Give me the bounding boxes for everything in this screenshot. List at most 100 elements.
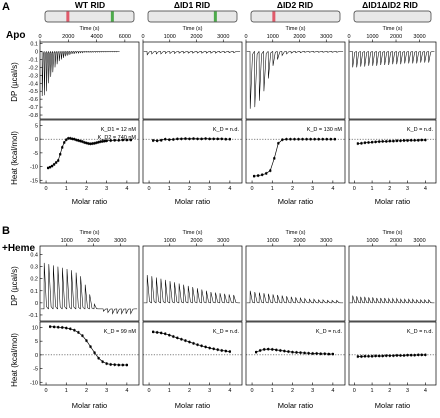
- time-tick-label: 3000: [114, 238, 126, 244]
- time-tick-label: 2000: [62, 34, 74, 40]
- heat-data-point: [188, 340, 191, 344]
- time-tick-label: 3000: [217, 34, 229, 40]
- kd-annotation: K_D = 99 nM: [104, 329, 137, 335]
- dp-plot-frame: [142, 245, 243, 322]
- heat-tick-label: 5: [35, 339, 38, 345]
- molar-tick-label: 3: [311, 186, 314, 192]
- heat-data-point: [95, 141, 98, 144]
- molar-tick-label: 1: [271, 388, 274, 394]
- heat-data-point: [424, 353, 427, 356]
- heat-data-point: [184, 339, 187, 342]
- heat-data-point: [410, 139, 413, 142]
- heat-data-point: [200, 344, 203, 347]
- time-tick-label: 1000: [61, 238, 73, 244]
- heat-data-point: [311, 352, 314, 355]
- heat-data-point: [83, 141, 86, 144]
- time-tick-label: 1000: [366, 34, 378, 40]
- dp-tick-label: -0.7: [29, 105, 38, 111]
- kd-annotation: K_D = n.d.: [316, 329, 343, 335]
- heat-data-point: [152, 139, 155, 142]
- heat-data-point: [73, 329, 76, 332]
- heat-data-point: [228, 350, 231, 353]
- kd-annotation: K_D = 130 nM: [307, 127, 343, 133]
- heat-data-point: [331, 352, 334, 356]
- heat-data-point: [307, 352, 310, 355]
- time-axis-title: Time (s): [183, 26, 203, 32]
- time-axis-title: Time (s): [183, 230, 203, 236]
- heat-data-point: [420, 138, 423, 142]
- heat-data-point: [327, 352, 330, 356]
- dp-tick-label: 0.3: [30, 265, 38, 271]
- heat-tick-label: -15: [30, 178, 38, 184]
- dp-trace: [349, 295, 435, 304]
- heat-data-point: [315, 352, 318, 355]
- heat-data-point: [73, 138, 76, 141]
- heat-data-point: [287, 350, 290, 353]
- heat-data-point: [333, 138, 336, 141]
- heat-data-point: [105, 362, 108, 365]
- molar-tick-label: 4: [228, 186, 231, 192]
- heat-data-point: [285, 138, 288, 141]
- heat-data-point: [313, 138, 316, 141]
- heat-data-point: [160, 331, 163, 335]
- heat-data-point: [277, 142, 280, 145]
- heat-data-point: [121, 363, 124, 367]
- heat-tick-label: -10: [30, 380, 38, 386]
- column-title-wt: WT RID: [75, 0, 105, 10]
- heat-data-point: [220, 137, 223, 140]
- heat-data-point: [216, 348, 219, 351]
- heat-data-point: [91, 142, 94, 145]
- time-tick-label: 3000: [320, 34, 332, 40]
- time-tick-label: 2000: [190, 238, 202, 244]
- heat-data-point: [267, 348, 270, 351]
- heat-data-point: [406, 139, 409, 142]
- molar-tick-label: 4: [331, 388, 334, 394]
- time-tick-label: 2000: [293, 238, 305, 244]
- heat-data-point: [212, 137, 215, 140]
- heat-data-point: [417, 139, 420, 142]
- construct-bar: [44, 10, 135, 23]
- heat-data-point: [61, 146, 64, 149]
- heat-tick-label: 5: [35, 123, 38, 129]
- dp-tick-label: -0.1: [29, 57, 38, 63]
- construct-bar: [147, 10, 238, 23]
- time-tick-label: 2000: [87, 238, 99, 244]
- molar-ratio-title: Molar ratio: [175, 197, 210, 206]
- heat-data-point: [255, 351, 258, 354]
- heat-data-point: [93, 142, 96, 145]
- heat-data-point: [125, 138, 128, 142]
- heat-data-point: [103, 139, 106, 143]
- heat-plot-frame: [39, 321, 140, 386]
- column-title-did2: ΔID2 RID: [277, 0, 313, 10]
- heat-data-point: [81, 140, 84, 143]
- molar-tick-label: 2: [388, 388, 391, 394]
- molar-tick-label: 3: [406, 186, 409, 192]
- time-axis-title: Time (s): [286, 230, 306, 236]
- heat-data-point: [413, 139, 416, 142]
- molar-tick-label: 4: [125, 186, 128, 192]
- molar-tick-label: 1: [168, 388, 171, 394]
- heat-data-point: [402, 354, 406, 357]
- dp-tick-label: -0.5: [29, 89, 38, 95]
- molar-tick-label: 0: [353, 186, 356, 192]
- heat-data-point: [77, 139, 80, 142]
- kd-annotation: K_D = n.d.: [213, 329, 240, 335]
- time-tick-label: 2000: [293, 34, 305, 40]
- molar-tick-label: 2: [291, 388, 294, 394]
- heat-data-point: [61, 326, 64, 329]
- dp-plot-frame: [245, 41, 346, 120]
- dp-trace: [40, 262, 138, 315]
- heat-data-point: [317, 138, 320, 141]
- heat-data-point: [271, 348, 274, 351]
- heat-data-point: [57, 159, 60, 162]
- heat-data-point: [216, 137, 219, 140]
- molar-tick-label: 3: [105, 186, 108, 192]
- heat-tick-label: 0: [35, 137, 38, 143]
- construct-diagrams: [44, 10, 432, 23]
- heat-data-point: [370, 141, 374, 144]
- heat-data-point: [356, 142, 359, 145]
- heat-data-point: [424, 138, 427, 142]
- heat-data-point: [303, 351, 306, 355]
- heat-data-point: [279, 349, 282, 352]
